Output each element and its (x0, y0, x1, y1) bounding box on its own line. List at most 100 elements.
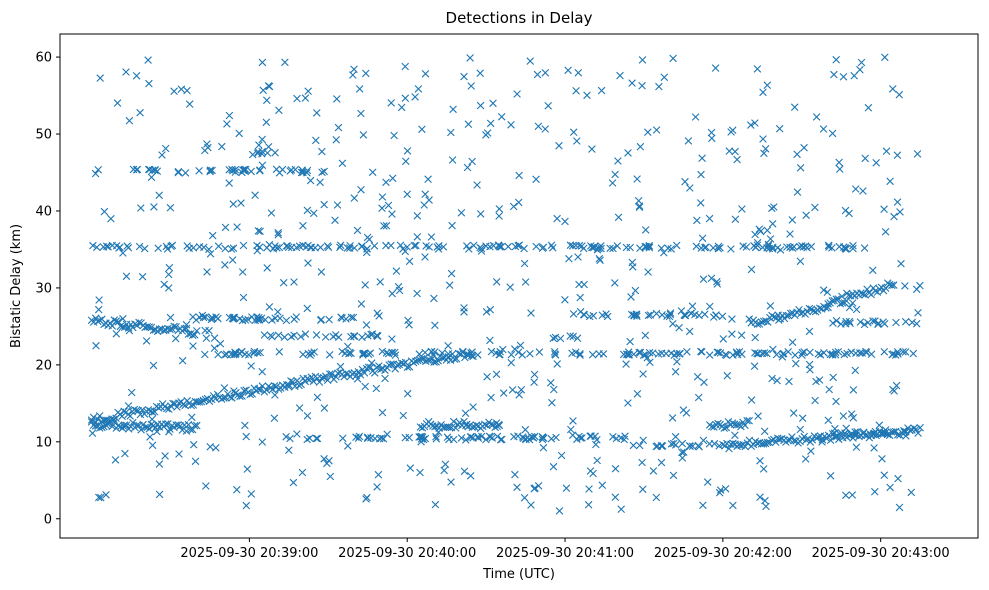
data-point (287, 377, 295, 385)
data-point (285, 446, 293, 454)
data-point (354, 434, 363, 442)
data-point (708, 134, 716, 143)
data-point (370, 242, 379, 250)
data-point (297, 332, 305, 341)
data-point (378, 204, 386, 212)
data-point (353, 375, 362, 383)
data-point (566, 241, 575, 249)
data-point (477, 432, 486, 441)
data-point (372, 384, 381, 393)
data-point (553, 214, 561, 223)
data-point (332, 136, 340, 144)
data-point (738, 205, 746, 213)
data-point (345, 349, 353, 358)
data-point (555, 141, 563, 150)
data-point (688, 442, 697, 450)
data-point (257, 314, 266, 323)
data-point (639, 370, 647, 378)
data-point (299, 221, 307, 230)
data-point (812, 377, 820, 386)
data-point (405, 433, 413, 442)
data-point (346, 242, 354, 250)
data-point (336, 241, 345, 250)
data-point (622, 360, 630, 368)
data-point (686, 442, 694, 450)
data-point (190, 331, 199, 339)
data-point (287, 243, 296, 252)
data-point (697, 244, 706, 252)
data-point (303, 304, 312, 313)
data-point (660, 248, 668, 257)
data-point (203, 268, 211, 276)
data-point (359, 349, 367, 358)
data-point (373, 483, 381, 491)
data-point (547, 379, 555, 387)
data-point (416, 356, 424, 364)
data-point (388, 289, 396, 298)
data-point (541, 125, 549, 133)
data-point (459, 347, 467, 356)
data-point (838, 299, 847, 307)
data-point (141, 423, 149, 432)
data-point (472, 421, 481, 429)
data-point (691, 310, 699, 319)
data-point (418, 125, 426, 134)
data-point (303, 166, 312, 175)
data-point (298, 468, 307, 477)
data-points (87, 53, 924, 515)
data-point (538, 433, 547, 441)
x-axis: 2025-09-30 20:39:00 2025-09-30 20:40:00 20… (180, 538, 950, 561)
data-point (401, 247, 409, 256)
data-point (733, 155, 741, 164)
data-point (463, 420, 471, 429)
data-point (317, 268, 326, 276)
data-point (814, 350, 823, 358)
data-point (174, 167, 183, 176)
data-point (214, 350, 222, 359)
data-point (323, 376, 332, 384)
data-point (321, 333, 330, 341)
data-point (258, 367, 266, 376)
data-point (626, 337, 634, 346)
data-point (527, 501, 535, 509)
data-point (636, 348, 645, 357)
data-point (667, 245, 675, 253)
data-point (532, 175, 540, 184)
data-point (723, 371, 732, 380)
data-point (830, 70, 838, 79)
data-point (221, 261, 229, 269)
data-point (445, 423, 454, 432)
data-point (250, 347, 259, 356)
data-point (553, 360, 561, 368)
data-point (208, 313, 216, 322)
data-point (155, 490, 164, 499)
data-point (549, 462, 558, 471)
data-point (432, 435, 441, 443)
data-point (716, 486, 725, 494)
x-tick-label: 2025-09-30 20:42:00 (654, 546, 792, 561)
data-point (520, 259, 529, 268)
data-point (806, 348, 814, 357)
data-point (399, 411, 408, 420)
data-point (698, 348, 706, 356)
data-point (185, 100, 194, 108)
x-tick-label: 2025-09-30 20:43:00 (812, 546, 950, 561)
data-point (869, 266, 877, 275)
data-point (163, 245, 172, 253)
data-point (754, 412, 762, 420)
data-point (705, 351, 714, 359)
data-point (276, 314, 284, 323)
data-point (699, 501, 707, 510)
data-point (850, 71, 858, 80)
data-point (741, 442, 749, 451)
data-point (576, 351, 584, 359)
data-point (707, 128, 716, 137)
data-point (301, 94, 310, 102)
data-point (836, 165, 844, 173)
data-point (709, 244, 717, 252)
x-tick-label: 2025-09-30 20:40:00 (338, 546, 476, 561)
data-point (421, 190, 429, 198)
data-point (182, 324, 191, 333)
data-point (96, 424, 104, 432)
data-point (486, 433, 495, 441)
